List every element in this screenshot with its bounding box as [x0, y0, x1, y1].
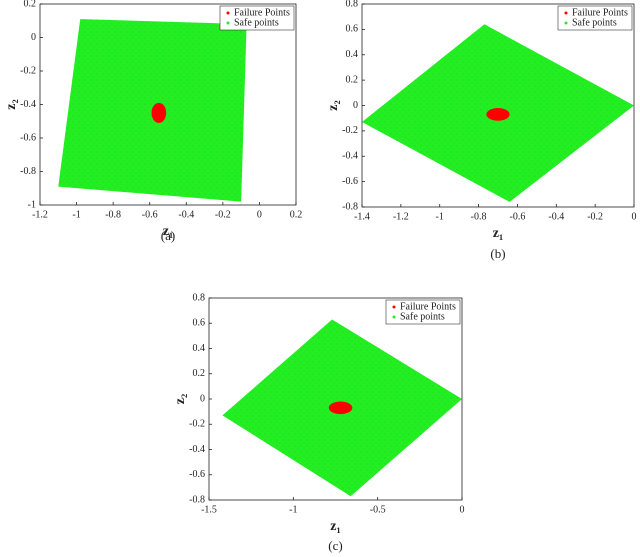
x-tick-label: 0: [632, 211, 637, 222]
legend-marker: [564, 21, 568, 25]
x-tick-label: 0.2: [290, 209, 303, 220]
x-tick-label: -0.2: [587, 211, 603, 222]
y-tick-label: 0.4: [346, 49, 359, 60]
legend-marker: [392, 305, 396, 309]
y-tick-label: -0.4: [189, 444, 205, 455]
y-tick-label: 0.8: [193, 292, 206, 303]
x-tick-label: 0: [257, 209, 262, 220]
legend-marker: [564, 11, 568, 15]
y-axis-label: z₂: [326, 100, 341, 110]
x-tick-label: -0.8: [105, 209, 121, 220]
y-tick-label: 0.6: [193, 318, 206, 329]
legend-marker: [392, 315, 396, 319]
x-tick-label: -0.2: [215, 209, 231, 220]
y-tick-label: 0.2: [193, 368, 206, 379]
caption: (c): [328, 538, 342, 553]
y-tick-label: -0.6: [189, 469, 205, 480]
x-tick-label: -1: [289, 504, 297, 515]
x-tick-label: -0.6: [142, 209, 158, 220]
x-axis-label: z₁: [330, 519, 340, 534]
y-tick-label: 0.6: [346, 24, 359, 35]
y-tick-label: -0.6: [20, 132, 36, 143]
legend-box: [385, 299, 461, 325]
y-tick-label: -0.4: [342, 151, 358, 162]
y-axis-label: z₂: [4, 99, 19, 109]
x-tick-label: -1.2: [32, 209, 48, 220]
legend-label: Safe points: [400, 311, 445, 322]
caption: (a): [161, 228, 175, 243]
x-tick-label: -1.5: [201, 504, 217, 515]
caption: (b): [490, 246, 505, 261]
y-tick-label: -0.8: [20, 166, 36, 177]
y-tick-label: 0.8: [346, 0, 359, 9]
x-axis-label: z₁: [493, 226, 503, 241]
x-tick-label: -1: [436, 211, 444, 222]
y-tick-label: 0.2: [346, 74, 359, 85]
legend-box: [219, 5, 295, 31]
y-tick-label: 0: [31, 32, 36, 43]
legend-label: Safe points: [572, 17, 617, 28]
y-tick-label: -1: [28, 199, 36, 210]
failure-cluster: [486, 108, 510, 121]
legend-label: Failure Points: [572, 7, 628, 18]
x-tick-label: -1.4: [354, 211, 370, 222]
y-tick-label: -0.2: [20, 65, 36, 76]
failure-cluster: [328, 401, 353, 415]
legend-marker: [226, 11, 230, 15]
legend-box: [557, 5, 633, 31]
x-tick-label: -1: [72, 209, 80, 220]
x-tick-label: -0.8: [471, 211, 487, 222]
x-tick-label: -0.4: [548, 211, 564, 222]
x-tick-label: -1.2: [393, 211, 409, 222]
legend-marker: [226, 21, 230, 25]
y-tick-label: -0.8: [189, 494, 205, 505]
y-axis-label: z₂: [173, 394, 188, 404]
x-tick-label: -0.5: [370, 504, 386, 515]
x-tick-label: -0.4: [178, 209, 194, 220]
y-tick-label: 0: [200, 393, 205, 404]
y-tick-label: -0.6: [342, 176, 358, 187]
y-tick-label: -0.4: [20, 99, 36, 110]
failure-cluster: [151, 102, 167, 123]
legend-label: Safe points: [234, 17, 279, 28]
y-tick-label: -0.2: [189, 419, 205, 430]
y-tick-label: -0.2: [342, 125, 358, 136]
y-tick-label: 0.4: [193, 343, 206, 354]
legend-label: Failure Points: [234, 7, 290, 18]
x-tick-label: -0.6: [510, 211, 526, 222]
x-tick-label: 0: [460, 504, 465, 515]
y-tick-label: 0: [353, 100, 358, 111]
legend-label: Failure Points: [400, 301, 456, 312]
x-axis-label: z₁: [163, 224, 173, 239]
y-tick-label: 0.2: [24, 0, 37, 9]
y-tick-label: -0.8: [342, 201, 358, 212]
